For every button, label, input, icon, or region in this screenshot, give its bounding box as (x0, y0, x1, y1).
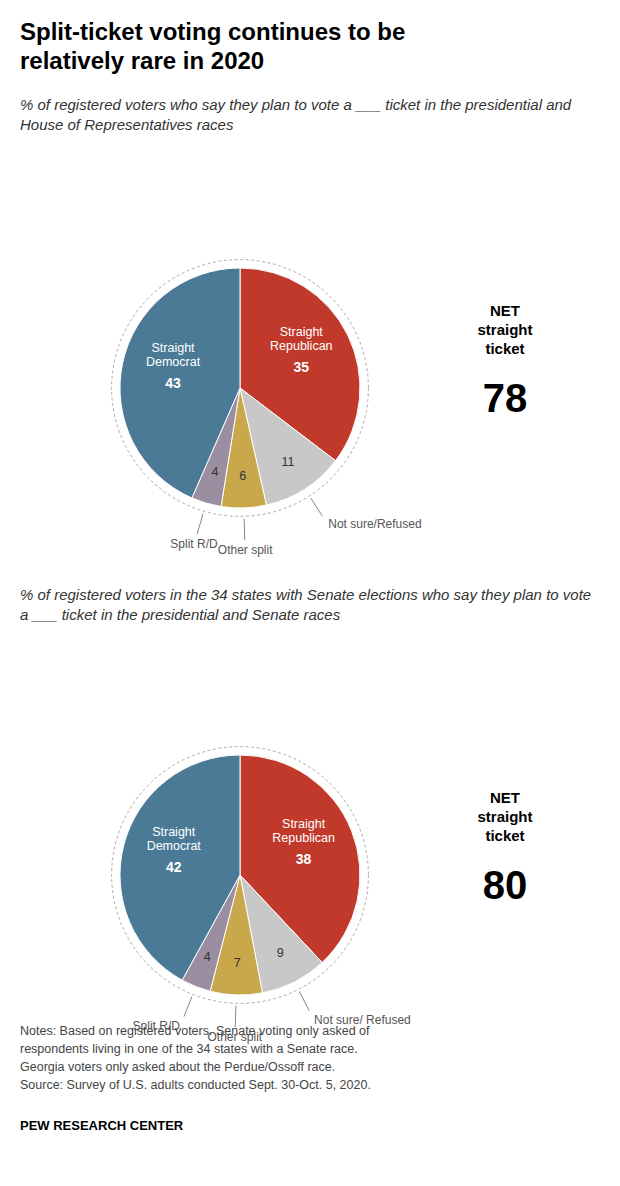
slice (120, 268, 240, 498)
source: PEW RESEARCH CENTER (20, 1118, 600, 1133)
data-label: 43 (165, 375, 181, 391)
slice-category: StraightDemocrat (147, 825, 202, 853)
slices (120, 268, 360, 508)
page: Split-ticket voting continues to be rela… (0, 0, 620, 1186)
pie-chart: StraightRepublican3511Not sure/Refused6O… (0, 168, 620, 568)
data-label: 6 (239, 469, 246, 483)
label-line: Straight (282, 817, 326, 831)
slice-category: Other split (218, 543, 273, 557)
slices (120, 755, 360, 995)
labels: StraightRepublican3511Not sure/Refused6O… (146, 325, 422, 558)
annotation-line: straight (477, 808, 532, 825)
annotation: NET straight ticket (477, 302, 532, 357)
data-label: 42 (166, 859, 182, 875)
subtitle: % of registered voters in the 34 states … (20, 585, 600, 626)
note-line: Notes: Based on registered voters. Senat… (20, 1022, 600, 1040)
slice (120, 755, 240, 980)
leader-line (244, 519, 246, 541)
annotation-line: ticket (485, 827, 524, 844)
pie-outline (112, 747, 369, 1004)
slice-category: Split R/D (170, 537, 218, 551)
annotation-line: NET (490, 302, 520, 319)
label-line: Democrat (146, 355, 201, 369)
annotation: 78 (483, 376, 528, 420)
label-line: Straight (280, 325, 324, 339)
labels: StraightRepublican389Not sure/ Refused7O… (133, 817, 411, 1044)
subtitle: % of registered voters who say they plan… (20, 95, 600, 136)
title: Split-ticket voting continues to be rela… (20, 18, 600, 76)
notes: Notes: Based on registered voters. Senat… (20, 1022, 600, 1095)
data-label: 4 (212, 465, 219, 479)
note-line: Source: Survey of U.S. adults conducted … (20, 1076, 600, 1094)
note-line: Georgia voters only asked about the Perd… (20, 1058, 600, 1076)
slice-category: StraightDemocrat (146, 341, 201, 369)
label-line: Republican (272, 831, 335, 845)
data-label: 11 (282, 455, 295, 469)
pie-outline (112, 260, 369, 517)
leader-line (299, 992, 309, 1011)
data-label: 7 (234, 956, 241, 970)
label-line: Democrat (147, 839, 202, 853)
pie-chart: StraightRepublican389Not sure/ Refused7O… (0, 655, 620, 1055)
slice-category: Not sure/Refused (328, 517, 421, 531)
data-label: 9 (277, 946, 284, 960)
annotation: NET straight ticket (477, 789, 532, 844)
leader-line (197, 514, 203, 535)
annotation: 80 (483, 863, 528, 907)
note-line: respondents living in one of the 34 stat… (20, 1040, 600, 1058)
data-label: 35 (293, 359, 309, 375)
leader-line (311, 498, 323, 516)
annotation-line: straight (477, 321, 532, 338)
label-line: Republican (270, 339, 333, 353)
slice-category: StraightRepublican (272, 817, 335, 845)
label-line: Straight (152, 825, 196, 839)
label-line: Straight (152, 341, 196, 355)
leader-line (184, 997, 192, 1017)
annotation-line: NET (490, 789, 520, 806)
data-label: 38 (296, 851, 312, 867)
annotation-line: ticket (485, 340, 524, 357)
slice-category: StraightRepublican (270, 325, 333, 353)
data-label: 4 (204, 950, 211, 964)
